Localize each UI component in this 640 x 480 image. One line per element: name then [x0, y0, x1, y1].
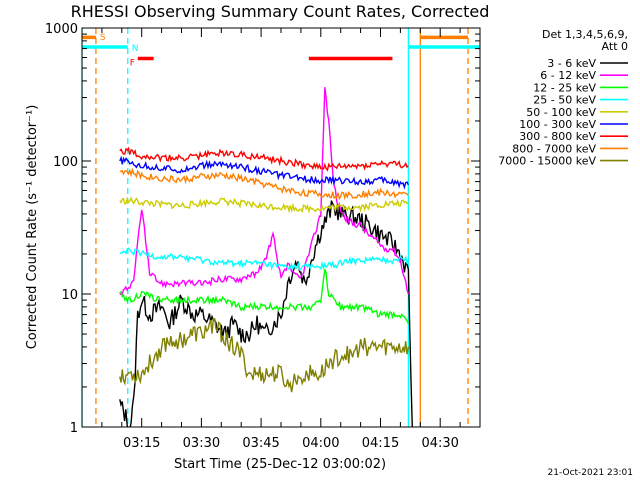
- y-tick-label-2: 100: [53, 155, 78, 170]
- series-line-7: [119, 167, 409, 201]
- x-axis-label: Start Time (25-Dec-12 03:00:02): [174, 457, 386, 472]
- legend-label-4: 50 - 100 keV: [526, 106, 596, 119]
- x-tick-label-4: 04:15: [362, 436, 399, 451]
- timestamp: 21-Oct-2021 23:01: [548, 468, 633, 478]
- series-line-4: [119, 196, 409, 214]
- series-line-6: [119, 146, 409, 172]
- y-axis: 1 10 100 1000: [45, 22, 480, 436]
- flag-label-0: S: [100, 33, 106, 43]
- y-axis-label: Corrected Count Rate (s⁻¹ detector⁻¹): [25, 105, 40, 350]
- x-tick-label-2: 03:45: [242, 436, 279, 451]
- x-tick-label-5: 04:30: [421, 436, 458, 451]
- legend-label-5: 100 - 300 keV: [519, 118, 596, 131]
- series-lines: [119, 87, 413, 427]
- y-tick-label-3: 1000: [45, 22, 78, 37]
- series-line-2: [119, 268, 410, 324]
- flag-label-1: N: [132, 44, 139, 54]
- y-tick-label-0: 1: [70, 421, 78, 436]
- x-tick-label-3: 04:00: [302, 436, 339, 451]
- legend-label-8: 7000 - 15000 keV: [498, 155, 596, 168]
- legend-header-0: Det 1,3,4,5,6,9,: [542, 28, 628, 41]
- legend-header-1: Att 0: [602, 40, 628, 53]
- y-tick-label-1: 10: [61, 288, 78, 303]
- series-line-3: [119, 247, 409, 271]
- chart-title: RHESSI Observing Summary Count Rates, Co…: [71, 2, 490, 21]
- vertical-markers: [82, 28, 469, 427]
- attenuator-bars: [82, 35, 480, 61]
- legend-label-1: 6 - 12 keV: [540, 69, 596, 82]
- x-axis: 03:15 03:30 03:45 04:00 04:15 04:30: [81, 28, 481, 451]
- legend-label-3: 25 - 50 keV: [533, 94, 596, 107]
- series-line-8: [119, 317, 410, 393]
- x-tick-label-1: 03:30: [183, 436, 220, 451]
- series-line-5: [119, 155, 410, 190]
- legend-label-7: 800 - 7000 keV: [512, 142, 596, 155]
- legend-label-2: 12 - 25 keV: [533, 81, 596, 94]
- x-tick-label-0: 03:15: [123, 436, 160, 451]
- flag-label-2: F: [130, 58, 135, 68]
- legend-label-6: 300 - 800 keV: [519, 130, 596, 143]
- legend-label-0: 3 - 6 keV: [547, 57, 596, 70]
